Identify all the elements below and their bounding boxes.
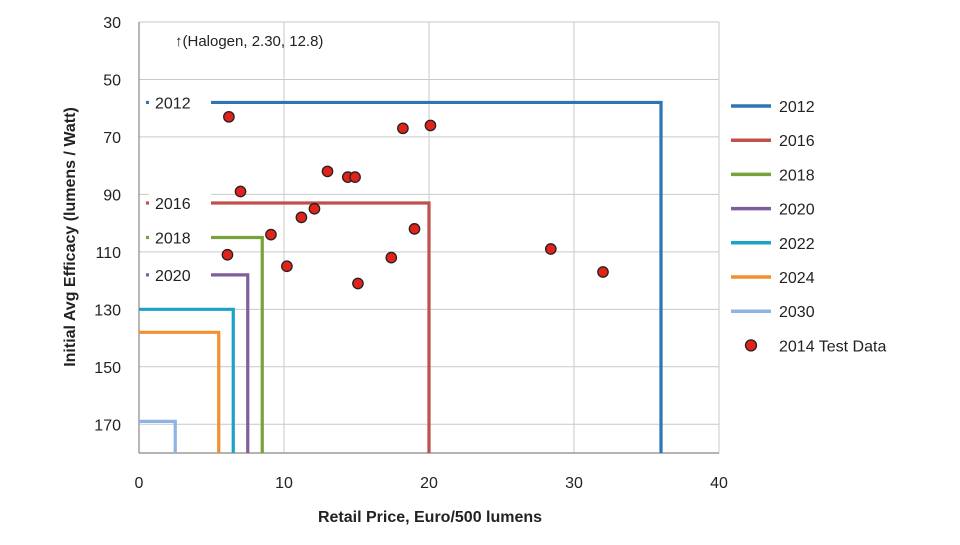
axes: 0 10 20 30 40 30 50 70 90 110 130 150 170	[94, 15, 728, 492]
threshold-line-2016	[146, 201, 431, 453]
data-point	[385, 251, 398, 264]
data-point	[308, 202, 321, 215]
data-point	[295, 211, 308, 224]
series-lines	[139, 100, 663, 453]
data-point	[223, 110, 235, 123]
x-tick-label: 40	[710, 475, 728, 492]
series-labels: 2012 2016 2018 2020	[149, 91, 211, 286]
data-point	[397, 122, 409, 135]
legend-label-2022: 2022	[779, 236, 815, 253]
threshold-label-2016: 2016	[155, 196, 191, 213]
threshold-label-2020: 2020	[155, 268, 191, 285]
legend-label-2020: 2020	[779, 202, 815, 219]
x-tick-label: 20	[420, 475, 438, 492]
threshold-line-2022	[139, 307, 235, 453]
threshold-label-bg-2016	[149, 192, 211, 215]
legend-label-test-data: 2014 Test Data	[779, 338, 886, 355]
data-point	[352, 277, 364, 290]
data-point	[544, 243, 557, 255]
y-axis-title: Initial Avg Efficacy (lumens / Watt)	[62, 107, 79, 367]
threshold-label-bg-2020	[149, 263, 211, 286]
x-tick-label: 10	[275, 475, 293, 492]
data-point	[265, 228, 277, 241]
threshold-label-2018: 2018	[155, 231, 191, 248]
y-tick-label: 170	[94, 417, 121, 434]
legend: 2012 2016 2018 2020 2022 2024 2030 2014 Test Da…	[731, 99, 886, 355]
annotation-halogen: ↑(Halogen, 2.30, 12.8)	[175, 33, 323, 50]
x-tick-label: 0	[135, 475, 144, 492]
legend-label-2024: 2024	[779, 270, 815, 287]
y-tick-label: 150	[94, 360, 121, 377]
threshold-label-2012: 2012	[155, 95, 191, 112]
data-point	[597, 266, 609, 278]
data-point	[349, 171, 361, 184]
data-point	[408, 223, 421, 235]
threshold-line-2030	[139, 419, 177, 453]
y-tick-label: 110	[95, 245, 121, 262]
scatter-points	[221, 110, 609, 290]
data-point	[234, 185, 247, 198]
data-point	[321, 165, 334, 178]
legend-label-2016: 2016	[779, 133, 815, 150]
legend-label-2012: 2012	[779, 99, 815, 116]
data-point	[424, 119, 437, 132]
threshold-line-2024	[139, 330, 221, 453]
y-tick-label: 70	[103, 130, 121, 147]
threshold-label-bg-2012	[149, 91, 211, 114]
legend-marker-test-data	[744, 339, 758, 352]
x-axis-title: Retail Price, Euro/500 lumens	[318, 509, 542, 526]
legend-label-2030: 2030	[779, 304, 815, 321]
threshold-line-2012	[146, 100, 663, 453]
y-tick-label: 30	[103, 15, 121, 32]
y-tick-label: 90	[103, 187, 121, 204]
threshold-label-bg-2018	[149, 226, 211, 249]
y-tick-label: 130	[94, 302, 121, 319]
legend-label-2018: 2018	[779, 167, 815, 184]
data-point	[221, 248, 234, 261]
y-tick-label: 50	[103, 72, 121, 89]
x-tick-label: 30	[565, 475, 583, 492]
data-point	[281, 260, 293, 273]
